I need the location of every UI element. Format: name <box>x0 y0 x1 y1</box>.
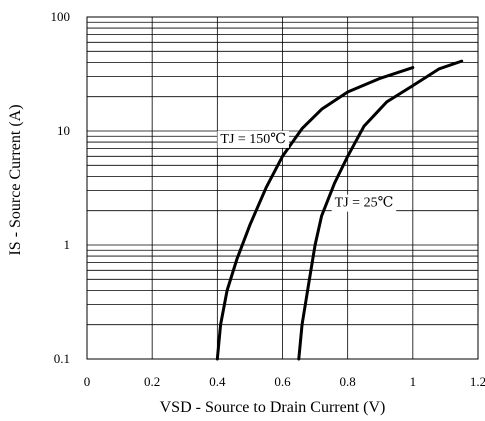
x-tick-label: 0.2 <box>144 374 160 389</box>
series-label-1: TJ = 25℃ <box>331 194 397 212</box>
x-tick-label: 0.4 <box>209 374 226 389</box>
x-axis-title: VSD - Source to Drain Current (V) <box>160 399 386 416</box>
x-tick-label: 0.8 <box>340 374 356 389</box>
series-line-0 <box>215 66 415 361</box>
y-tick-label: 1 <box>64 237 71 252</box>
series-line-1 <box>297 59 464 361</box>
grid <box>87 17 478 359</box>
series-label-0: TJ = 150℃ <box>217 130 289 148</box>
x-tick-label: 1.2 <box>470 374 485 389</box>
series-label-background <box>217 130 289 148</box>
series-label-background <box>331 194 397 212</box>
y-tick-label: 0.1 <box>54 351 70 366</box>
y-tick-label: 100 <box>51 9 71 24</box>
annotation-group: TJ = 150℃ TJ = 25℃ <box>217 130 397 212</box>
series-label-text: TJ = 150℃ <box>220 132 286 147</box>
x-tick-label: 0 <box>84 374 91 389</box>
x-tick-label: 0.6 <box>274 374 291 389</box>
x-tick-label: 1 <box>410 374 417 389</box>
series-label-text: TJ = 25℃ <box>335 196 394 211</box>
y-tick-label: 10 <box>57 123 70 138</box>
y-tick-labels: 0.1 1 10 100 <box>51 9 71 366</box>
series-group <box>215 59 464 361</box>
plot-frame <box>86 16 479 360</box>
x-tick-labels: 0 0.2 0.4 0.6 0.8 1 1.2 <box>84 374 485 389</box>
y-axis-title: IS - Source Current (A) <box>7 104 24 255</box>
